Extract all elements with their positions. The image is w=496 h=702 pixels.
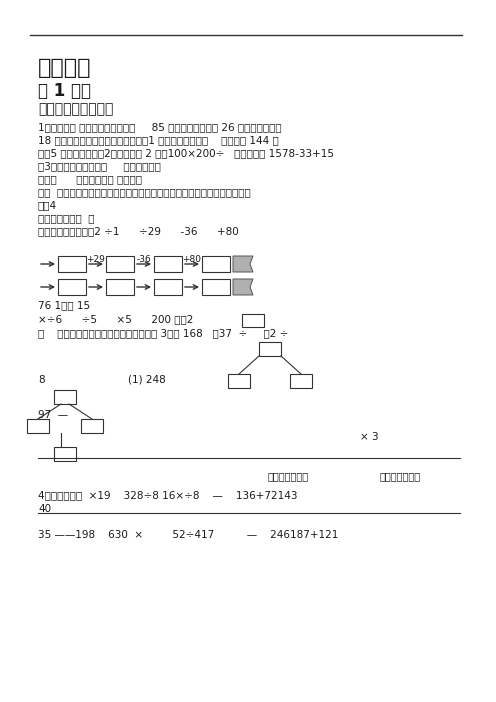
Bar xyxy=(106,279,134,295)
Bar xyxy=(202,279,230,295)
Text: 40: 40 xyxy=(38,504,51,514)
Bar xyxy=(154,279,182,295)
Bar xyxy=(290,374,312,388)
Bar xyxy=(154,256,182,272)
Text: ）法。      ）法，再算（ 要先算（: ）法。 ）法，再算（ 要先算（ xyxy=(38,174,142,184)
Text: ）的顺序计算。  （: ）的顺序计算。 （ xyxy=(38,213,95,223)
Bar xyxy=(202,256,230,272)
Text: ×÷6      ÷5      ×5      200 ）（2: ×÷6 ÷5 ×5 200 ）（2 xyxy=(38,314,193,324)
Text: 、    里填上适当的数，然后列出综合算式 3、在 168   ＞37  ÷     （2 ÷: 、 里填上适当的数，然后列出综合算式 3、在 168 ＞37 ÷ （2 ÷ xyxy=(38,328,288,338)
Text: 列出综合算式：: 列出综合算式： xyxy=(380,471,421,481)
Bar xyxy=(106,256,134,272)
Text: × 3: × 3 xyxy=(360,432,378,442)
Bar xyxy=(27,419,49,433)
Text: +80: +80 xyxy=(183,255,201,264)
Text: （3）计算时，要先算（     ）法，再算（: （3）计算时，要先算（ ）法，再算（ xyxy=(38,161,161,171)
Text: 、比一比，谁最快。2 ÷1      ÷29      -36      +80: 、比一比，谁最快。2 ÷1 ÷29 -36 +80 xyxy=(38,226,239,236)
Text: 1、填一填。 绿色圃中小学教育＞     85 箱饮料，上午卖出 26 箱，下午又运来: 1、填一填。 绿色圃中小学教育＞ 85 箱饮料，上午卖出 26 箱，下午又运来 xyxy=(38,122,282,132)
Text: ）往  ）在没有括的算式里，如果只有加、减法或者只有乘、除法，都要按从: ）往 ）在没有括的算式里，如果只有加、减法或者只有乘、除法，都要按从 xyxy=(38,187,251,197)
Bar xyxy=(81,419,103,433)
Text: (1) 248: (1) 248 xyxy=(128,375,166,385)
Polygon shape xyxy=(233,256,253,272)
Polygon shape xyxy=(233,279,253,295)
Text: 米，5 小时能行驶（（2）一辆轿车 2 时，100×200÷   ）法。计算 1578-33+15: 米，5 小时能行驶（（2）一辆轿车 2 时，100×200÷ ）法。计算 157… xyxy=(38,148,334,158)
Bar xyxy=(58,256,86,272)
Text: 列出综合算式：: 列出综合算式： xyxy=(268,471,309,481)
Bar xyxy=(259,342,281,356)
Bar xyxy=(54,390,76,404)
Text: 35 ——198    630  ×         52÷417          —    246187+121: 35 ——198 630 × 52÷417 — 246187+121 xyxy=(38,530,338,540)
Text: （（4: （（4 xyxy=(38,200,57,210)
Text: 加减、乘除混合运算: 加减、乘除混合运算 xyxy=(38,102,114,116)
Bar xyxy=(242,314,264,327)
Text: 四则运算: 四则运算 xyxy=(38,58,91,78)
Text: 18 箱，超市现在有（）食品超市有（1 箱饮料。）千米。    小时行驶 144 千: 18 箱，超市现在有（）食品超市有（1 箱饮料。）千米。 小时行驶 144 千 xyxy=(38,135,279,145)
Text: 4、脱式计算。  ×19    328÷8 16×÷8    —    136+72143: 4、脱式计算。 ×19 328÷8 16×÷8 — 136+72143 xyxy=(38,490,298,500)
Bar xyxy=(228,374,250,388)
Text: +29: +29 xyxy=(87,255,106,264)
Text: 76 1）（ 15: 76 1）（ 15 xyxy=(38,300,90,310)
Text: 8: 8 xyxy=(38,375,45,385)
Bar xyxy=(58,279,86,295)
Bar xyxy=(54,447,76,461)
Text: 97  —: 97 — xyxy=(38,410,68,420)
Text: 第 1 课时: 第 1 课时 xyxy=(38,82,91,100)
Text: -36: -36 xyxy=(136,255,151,264)
